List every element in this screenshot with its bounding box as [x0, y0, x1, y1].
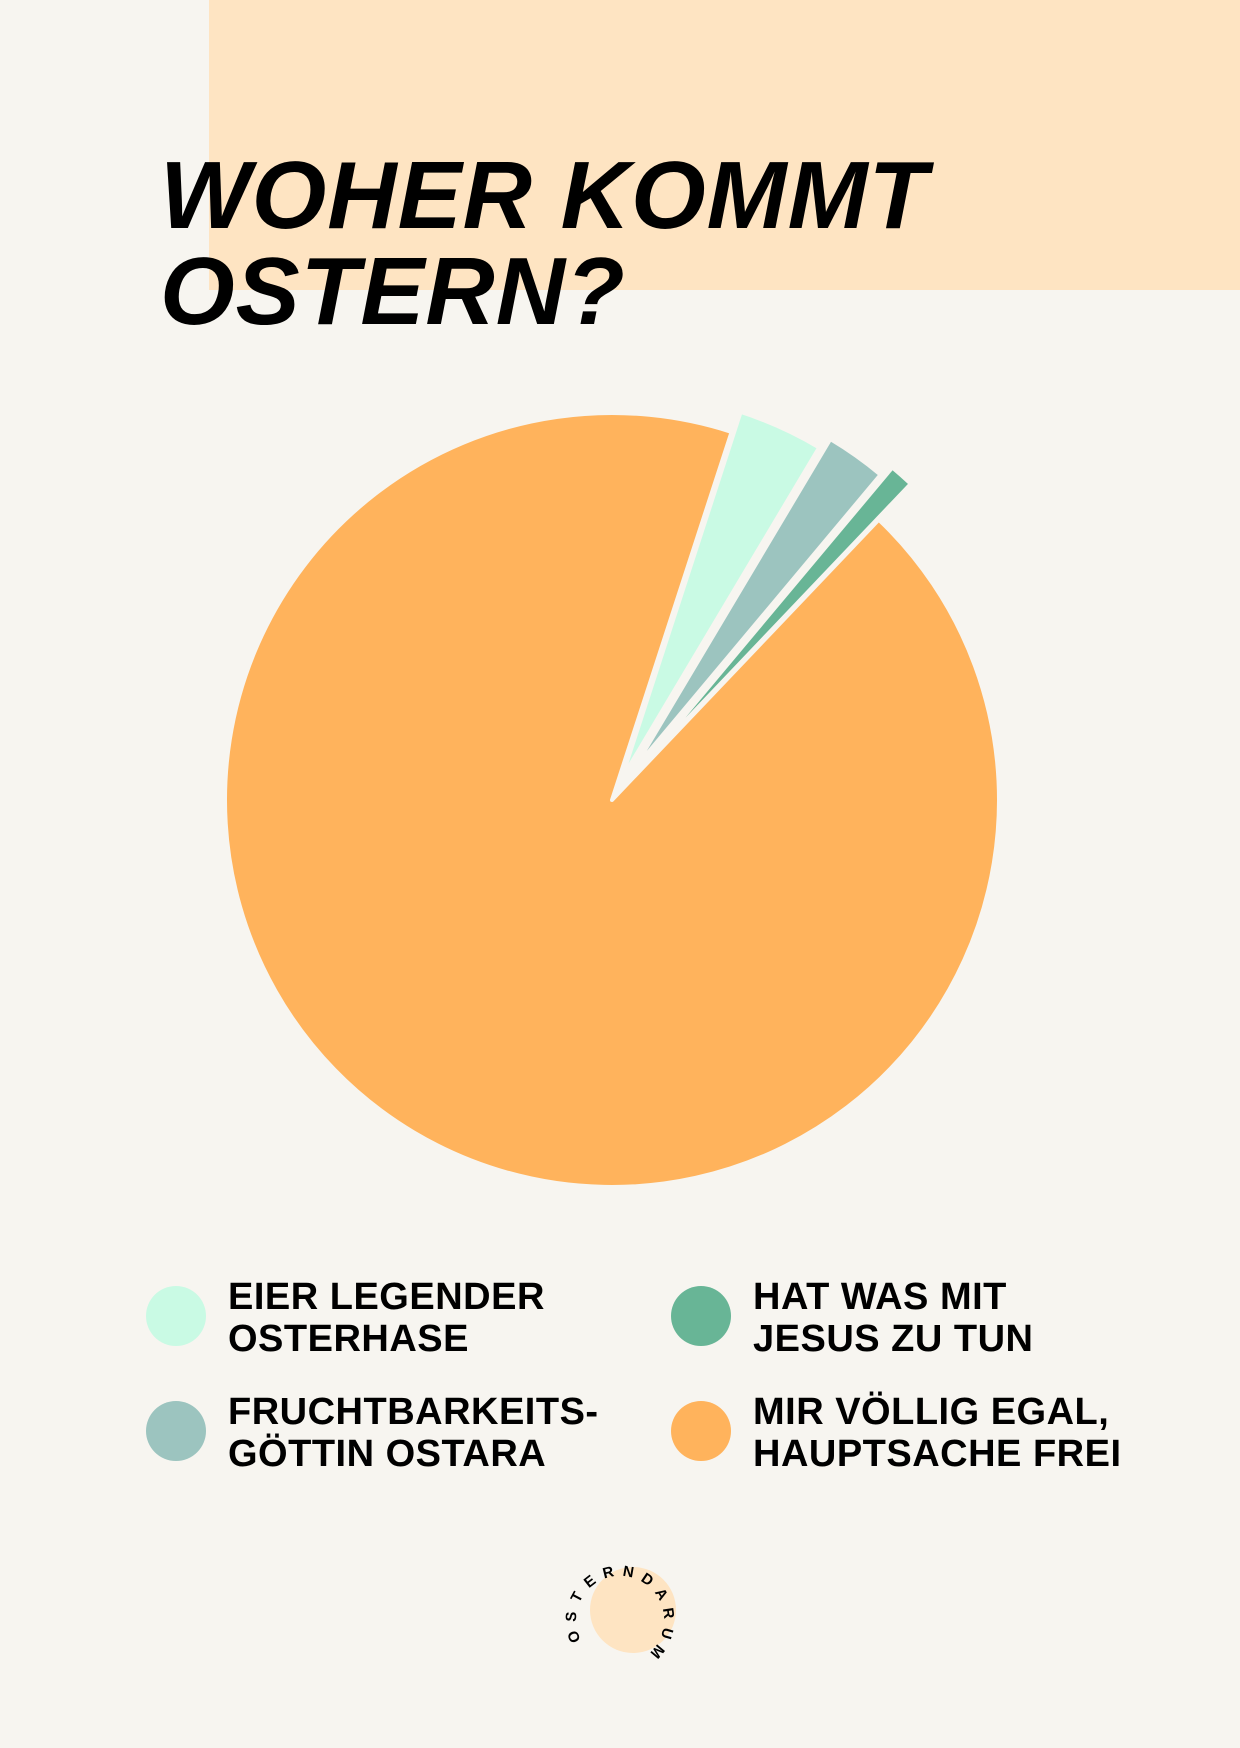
- logo-letter: N: [622, 1563, 636, 1582]
- legend-swatch-ostara: [146, 1401, 206, 1461]
- page-title: WOHER KOMMT OSTERN?: [160, 148, 928, 340]
- legend-item-ostara: FRUCHTBARKEITS- GÖTTIN OSTARA: [146, 1391, 599, 1475]
- accent-block: [209, 0, 1240, 290]
- legend-item-osterhase: EIER LEGENDER OSTERHASE: [146, 1276, 545, 1360]
- logo-letter: R: [659, 1607, 677, 1620]
- legend-label-ostara: FRUCHTBARKEITS- GÖTTIN OSTARA: [228, 1391, 599, 1475]
- pie-slice-egal: [223, 411, 1001, 1189]
- pie-slice-ostara: [630, 437, 883, 774]
- legend-swatch-egal: [671, 1401, 731, 1461]
- legend-item-jesus: HAT WAS MIT JESUS ZU TUN: [671, 1276, 1033, 1360]
- legend-label-egal: MIR VÖLLIG EGAL, HAUPTSACHE FREI: [753, 1391, 1122, 1475]
- logo-letter: U: [657, 1626, 676, 1641]
- logo-letter: O: [564, 1628, 584, 1645]
- logo-letter: R: [601, 1563, 616, 1582]
- pie-slice-jesus: [641, 465, 913, 767]
- logo-letter: T: [567, 1589, 586, 1605]
- legend-swatch-osterhase: [146, 1286, 206, 1346]
- legend-swatch-jesus: [671, 1286, 731, 1346]
- legend-label-jesus: HAT WAS MIT JESUS ZU TUN: [753, 1276, 1034, 1360]
- legend-label-osterhase: EIER LEGENDER OSTERHASE: [228, 1276, 545, 1360]
- legend-item-egal: MIR VÖLLIG EGAL, HAUPTSACHE FREI: [671, 1391, 1122, 1475]
- logo-circle: [590, 1567, 676, 1653]
- pie-slice-osterhase: [619, 409, 822, 782]
- logo-letter: S: [563, 1611, 581, 1622]
- title-line-1: WOHER KOMMT: [160, 142, 929, 249]
- title-line-2: OSTERN?: [160, 238, 626, 345]
